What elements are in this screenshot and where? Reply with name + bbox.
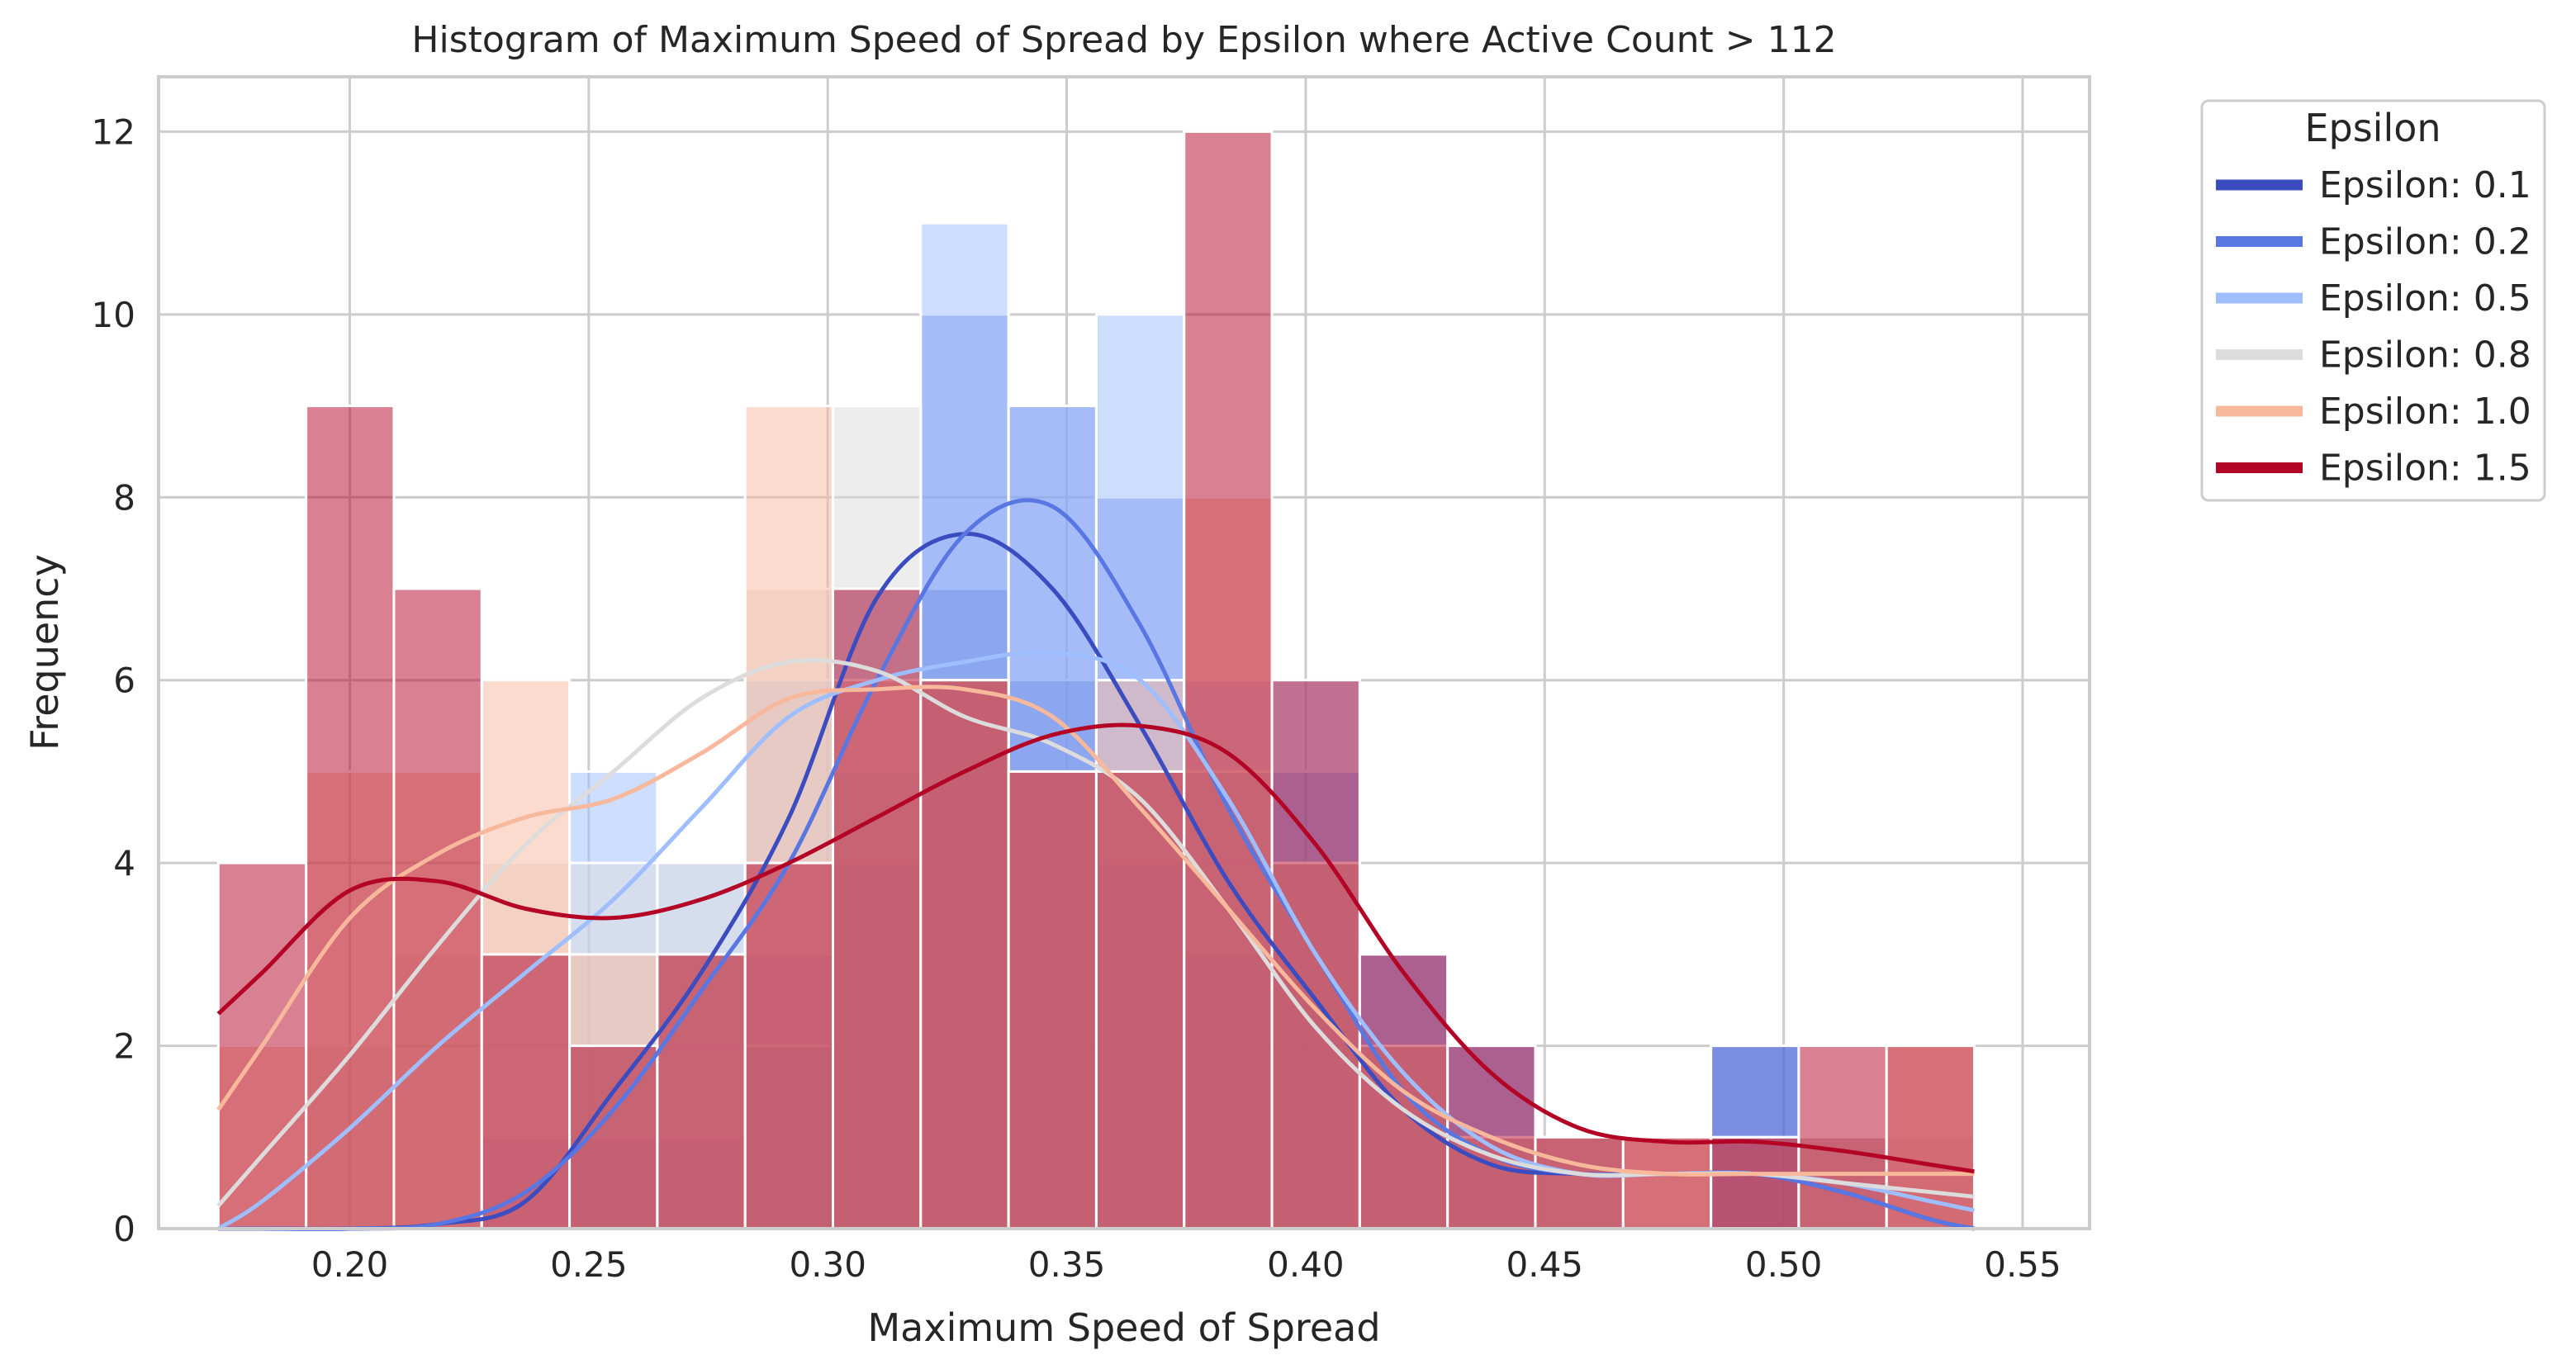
legend-title: Epsilon <box>2304 106 2441 150</box>
histogram-bar <box>656 953 747 1230</box>
x-axis-ticks: 0.20 0.25 0.30 0.35 0.40 0.45 0.50 0.55 <box>311 1244 2061 1285</box>
kde-curves <box>216 498 1976 1231</box>
y-tick-label: 2 <box>113 1026 135 1067</box>
y-tick-label: 4 <box>113 843 135 883</box>
legend-items: Epsilon: 0.1 Epsilon: 0.2 Epsilon: 0.5 Epsi… <box>2216 164 2531 490</box>
histogram-bar <box>743 861 835 1230</box>
histogram-bar <box>1885 1045 1976 1230</box>
histogram-bar <box>1797 1045 1888 1230</box>
histogram-bar <box>1621 1135 1713 1230</box>
y-tick-label: 8 <box>113 477 135 518</box>
kde-line-4 <box>216 684 1975 1177</box>
histogram-bar <box>1534 1135 1625 1230</box>
x-axis-label: Maximum Speed of Spread <box>867 1305 1380 1350</box>
legend-frame <box>2200 99 2546 502</box>
chart-title: Histogram of Maximum Speed of Spread by … <box>411 19 1836 61</box>
x-tick-label: 0.20 <box>311 1244 389 1285</box>
x-tick-label: 0.40 <box>1267 1244 1345 1285</box>
y-tick-label: 12 <box>92 111 135 152</box>
histogram-bar <box>1094 770 1186 1230</box>
y-axis-ticks: 0 2 4 6 8 10 12 <box>92 111 135 1249</box>
histogram-bar <box>832 587 923 1230</box>
histogram-bar <box>1183 130 1274 1230</box>
histogram-bar <box>305 405 396 1230</box>
x-tick-label: 0.50 <box>1745 1244 1823 1285</box>
legend-label: Epsilon: 0.2 <box>2319 221 2531 263</box>
y-tick-label: 10 <box>92 295 135 335</box>
x-tick-label: 0.55 <box>1984 1244 2061 1285</box>
x-tick-label: 0.25 <box>550 1244 628 1285</box>
y-tick-label: 6 <box>113 661 135 701</box>
histogram-bar <box>919 679 1010 1230</box>
histogram-bar <box>480 953 572 1230</box>
legend-label: Epsilon: 0.8 <box>2319 334 2531 377</box>
y-tick-label: 0 <box>113 1209 135 1249</box>
x-tick-label: 0.30 <box>789 1244 866 1285</box>
y-axis-label: Frequency <box>22 554 67 751</box>
legend-label: Epsilon: 0.5 <box>2319 277 2531 320</box>
histogram-bar <box>1007 770 1098 1230</box>
histogram-bar <box>1710 1135 1800 1230</box>
x-tick-label: 0.45 <box>1506 1244 1584 1285</box>
legend-label: Epsilon: 1.5 <box>2319 448 2531 490</box>
legend-label: Epsilon: 0.1 <box>2319 164 2531 206</box>
kde-line-5 <box>216 722 1975 1174</box>
plot-frame <box>157 75 2091 1230</box>
legend-label: Epsilon: 1.0 <box>2319 391 2531 433</box>
x-tick-label: 0.35 <box>1028 1244 1106 1285</box>
